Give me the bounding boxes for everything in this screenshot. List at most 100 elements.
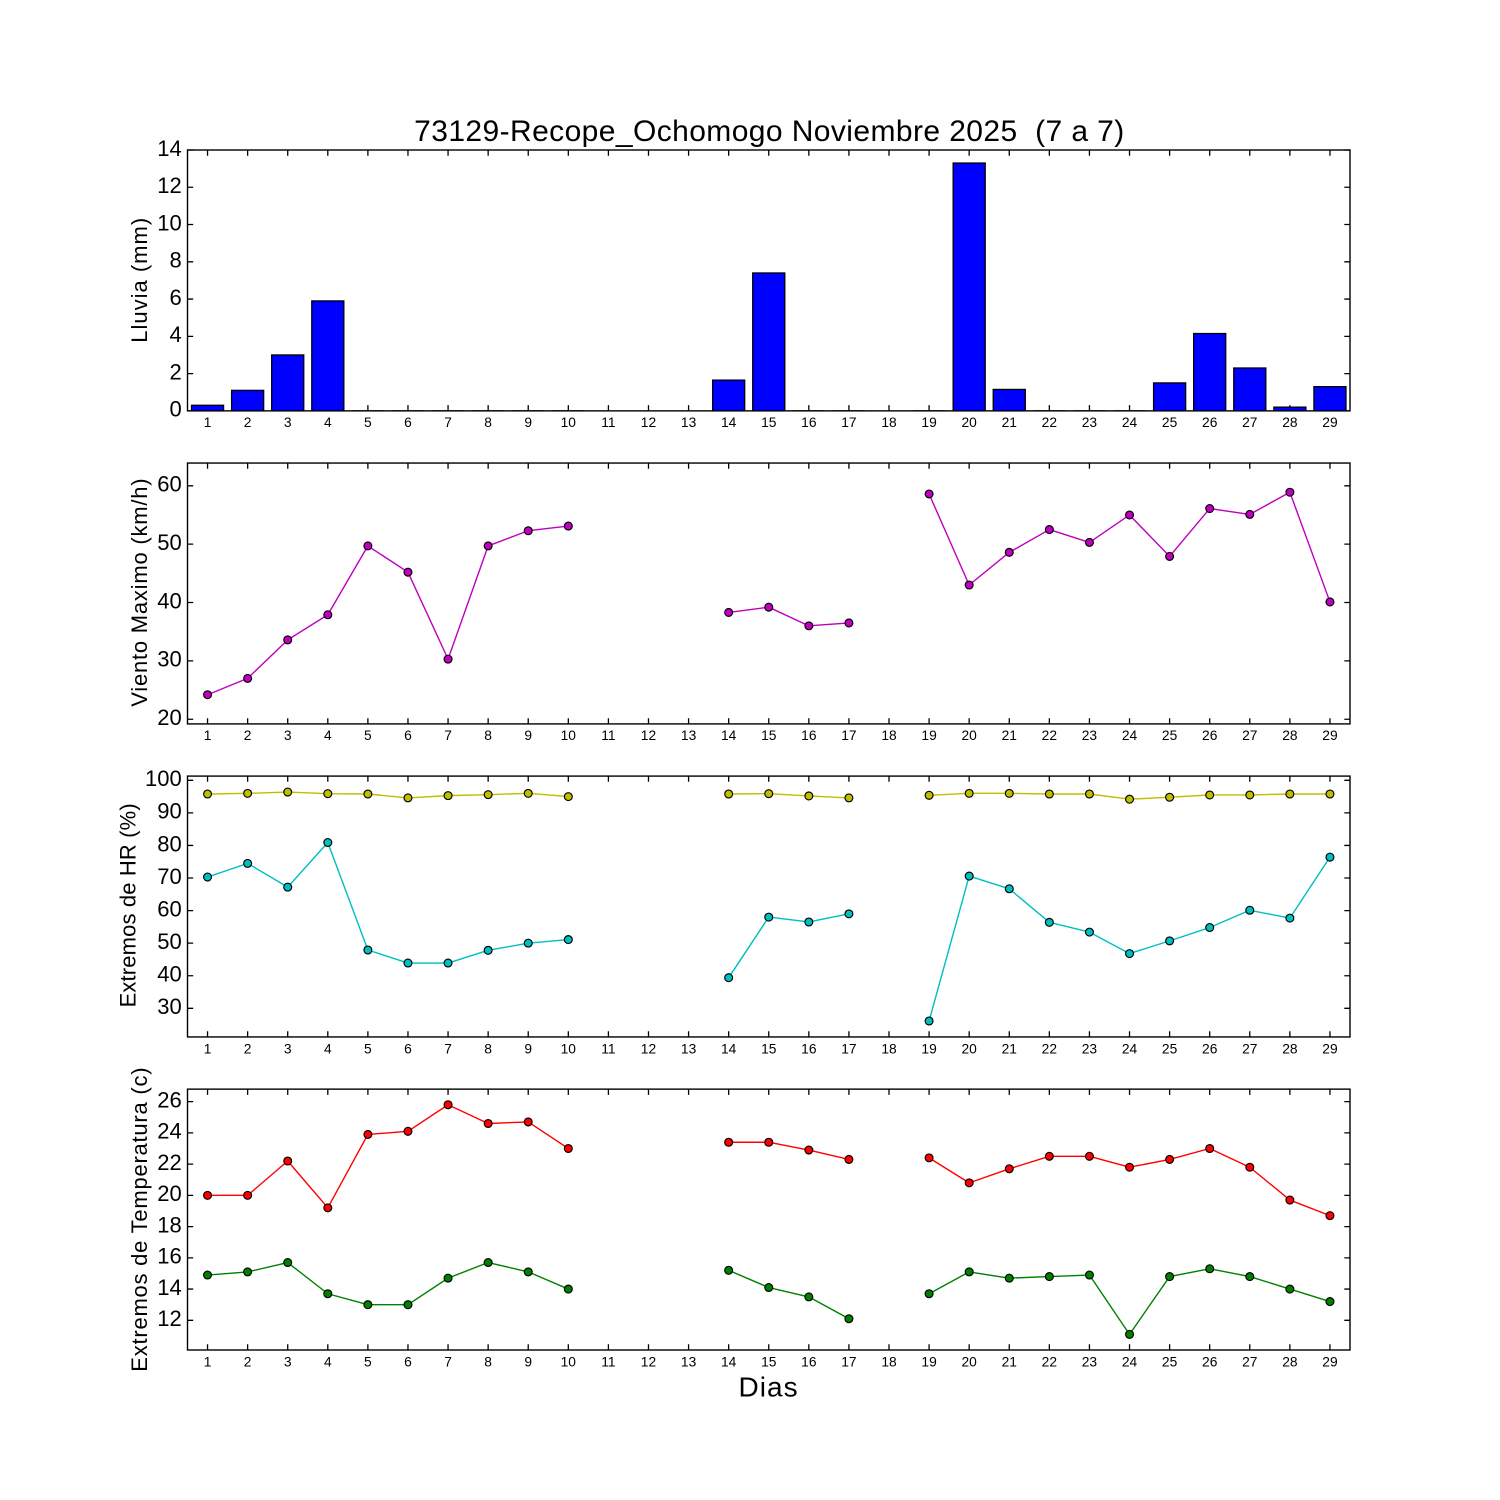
- svg-text:Lluvia (mm): Lluvia (mm): [127, 217, 152, 343]
- svg-text:13: 13: [681, 415, 697, 430]
- svg-text:9: 9: [524, 415, 532, 430]
- svg-text:6: 6: [169, 285, 181, 310]
- svg-text:16: 16: [801, 1354, 817, 1369]
- svg-text:12: 12: [641, 415, 656, 430]
- svg-text:26: 26: [1202, 1041, 1218, 1056]
- svg-text:5: 5: [364, 728, 372, 743]
- svg-text:19: 19: [921, 1041, 937, 1056]
- svg-text:11: 11: [601, 1354, 615, 1369]
- svg-text:0: 0: [169, 397, 181, 422]
- svg-text:18: 18: [881, 1354, 897, 1369]
- svg-text:14: 14: [721, 1041, 737, 1056]
- svg-text:26: 26: [1202, 728, 1218, 743]
- svg-text:27: 27: [1242, 728, 1257, 743]
- svg-text:12: 12: [641, 728, 656, 743]
- svg-text:25: 25: [1162, 1041, 1178, 1056]
- svg-text:8: 8: [484, 415, 492, 430]
- svg-text:1: 1: [204, 415, 212, 430]
- svg-text:13: 13: [681, 1041, 697, 1056]
- svg-text:80: 80: [157, 831, 181, 856]
- svg-text:17: 17: [841, 1354, 856, 1369]
- svg-text:12: 12: [641, 1041, 656, 1056]
- svg-text:21: 21: [1002, 728, 1017, 743]
- svg-text:17: 17: [841, 728, 856, 743]
- svg-text:7: 7: [444, 1041, 452, 1056]
- svg-text:15: 15: [761, 415, 777, 430]
- svg-text:23: 23: [1082, 728, 1098, 743]
- svg-text:5: 5: [364, 1354, 372, 1369]
- svg-text:15: 15: [761, 1041, 777, 1056]
- svg-text:18: 18: [157, 1212, 181, 1237]
- svg-text:11: 11: [601, 728, 615, 743]
- svg-text:29: 29: [1322, 415, 1338, 430]
- svg-text:24: 24: [1122, 415, 1138, 430]
- svg-text:12: 12: [157, 173, 181, 198]
- svg-text:4: 4: [324, 728, 332, 743]
- svg-text:16: 16: [157, 1244, 181, 1269]
- svg-text:28: 28: [1282, 1354, 1298, 1369]
- svg-text:18: 18: [881, 415, 897, 430]
- svg-text:70: 70: [157, 864, 181, 889]
- svg-text:21: 21: [1002, 1354, 1017, 1369]
- svg-text:60: 60: [157, 472, 181, 497]
- svg-text:14: 14: [721, 1354, 737, 1369]
- svg-text:10: 10: [157, 210, 181, 235]
- svg-text:8: 8: [484, 1354, 492, 1369]
- svg-text:14: 14: [721, 728, 737, 743]
- svg-text:4: 4: [324, 415, 332, 430]
- svg-text:7: 7: [444, 1354, 452, 1369]
- svg-text:100: 100: [145, 766, 182, 791]
- svg-text:13: 13: [681, 1354, 697, 1369]
- svg-text:28: 28: [1282, 1041, 1298, 1056]
- svg-text:23: 23: [1082, 415, 1098, 430]
- svg-text:25: 25: [1162, 415, 1178, 430]
- svg-text:24: 24: [1122, 728, 1138, 743]
- svg-text:12: 12: [641, 1354, 656, 1369]
- svg-text:20: 20: [962, 415, 978, 430]
- svg-text:8: 8: [484, 728, 492, 743]
- svg-text:40: 40: [157, 588, 181, 613]
- svg-text:18: 18: [881, 1041, 897, 1056]
- svg-text:19: 19: [921, 1354, 937, 1369]
- svg-text:Extremos de Temperatura (c): Extremos de Temperatura (c): [127, 1067, 152, 1372]
- svg-text:4: 4: [169, 322, 181, 347]
- svg-text:4: 4: [324, 1354, 332, 1369]
- svg-text:22: 22: [1042, 1041, 1057, 1056]
- svg-text:3: 3: [284, 728, 292, 743]
- svg-text:16: 16: [801, 415, 817, 430]
- svg-text:21: 21: [1002, 415, 1017, 430]
- svg-text:14: 14: [157, 136, 181, 161]
- svg-text:1: 1: [204, 1354, 212, 1369]
- svg-text:90: 90: [157, 799, 181, 824]
- svg-text:16: 16: [801, 728, 817, 743]
- svg-text:22: 22: [1042, 728, 1057, 743]
- svg-text:2: 2: [244, 1041, 252, 1056]
- svg-text:29: 29: [1322, 1354, 1338, 1369]
- svg-text:22: 22: [157, 1150, 181, 1175]
- svg-text:14: 14: [157, 1275, 181, 1300]
- svg-text:5: 5: [364, 1041, 372, 1056]
- svg-text:24: 24: [1122, 1041, 1138, 1056]
- svg-text:6: 6: [404, 1354, 412, 1369]
- svg-text:9: 9: [524, 728, 532, 743]
- svg-text:4: 4: [324, 1041, 332, 1056]
- svg-text:Dias: Dias: [738, 1371, 798, 1402]
- svg-text:22: 22: [1042, 415, 1057, 430]
- svg-text:Viento Maximo (km/h): Viento Maximo (km/h): [127, 478, 152, 707]
- svg-text:24: 24: [157, 1119, 181, 1144]
- svg-text:26: 26: [1202, 415, 1218, 430]
- svg-text:19: 19: [921, 415, 937, 430]
- svg-text:25: 25: [1162, 1354, 1178, 1369]
- svg-text:30: 30: [157, 647, 181, 672]
- svg-text:21: 21: [1002, 1041, 1017, 1056]
- svg-text:9: 9: [524, 1041, 532, 1056]
- svg-text:7: 7: [444, 728, 452, 743]
- svg-text:15: 15: [761, 728, 777, 743]
- svg-text:2: 2: [244, 415, 252, 430]
- svg-text:2: 2: [244, 728, 252, 743]
- svg-text:18: 18: [881, 728, 897, 743]
- svg-text:2: 2: [244, 1354, 252, 1369]
- svg-text:3: 3: [284, 415, 292, 430]
- svg-text:20: 20: [962, 728, 978, 743]
- svg-text:8: 8: [169, 248, 181, 273]
